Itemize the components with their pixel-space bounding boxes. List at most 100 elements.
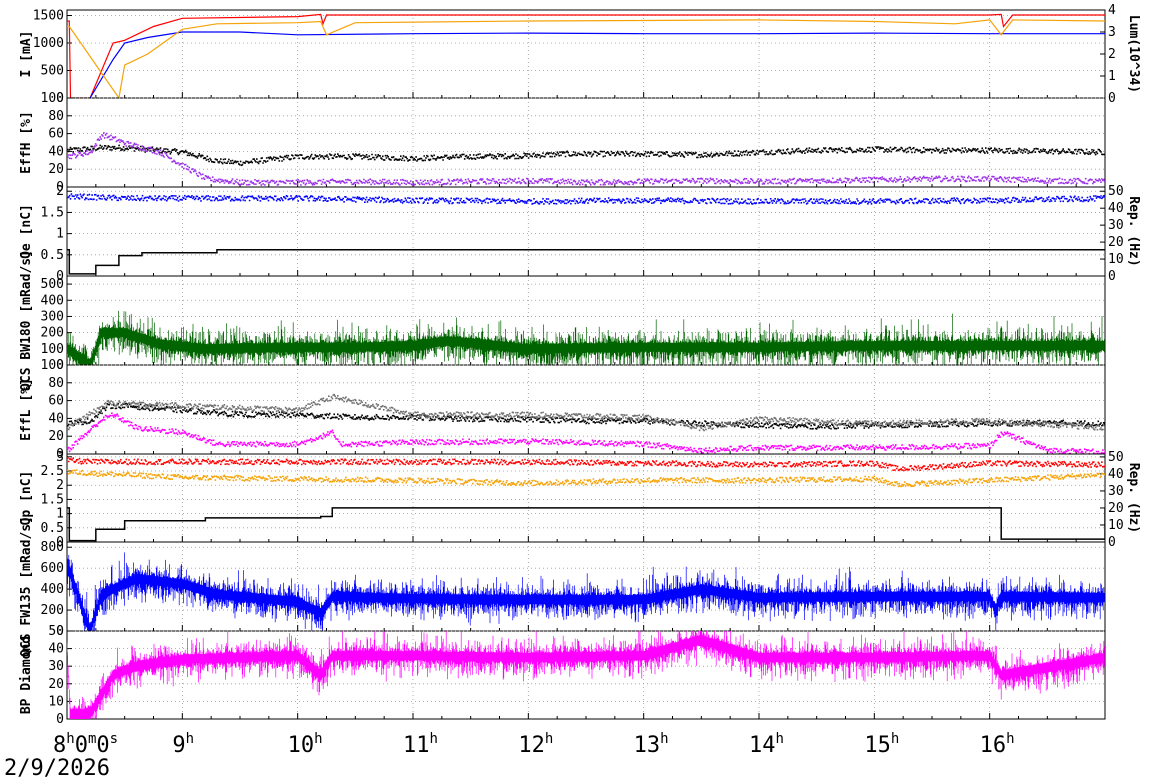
y-tick-label: 0: [56, 358, 64, 373]
plot-frame: [66, 364, 1106, 455]
y2-tick-label: 40: [1108, 467, 1124, 482]
y-tick-label: 1.5: [41, 205, 64, 220]
y-tick-label: 50: [48, 624, 64, 639]
series-group: [67, 132, 1105, 186]
y-tick-label: 1.5: [41, 492, 64, 507]
date-label: 2/9/2026: [4, 756, 110, 781]
y2-tick-label: 20: [1108, 501, 1124, 516]
x-tick-label: 16h: [980, 731, 1015, 758]
x-tick-label: 10h: [288, 731, 323, 758]
series-0-spikes: [67, 552, 1105, 631]
series-2-step: [67, 507, 1105, 542]
y-tick-label: 1500: [33, 9, 64, 24]
y-tick-label: 2: [56, 184, 64, 199]
plot-frame: [66, 630, 1106, 720]
y2-tick-label: 10: [1108, 252, 1124, 267]
y2-tick-label: 4: [1108, 3, 1116, 18]
panel-1: 0 20 40 60 80 100 EffH [%]: [19, 91, 1106, 195]
y-axis-label: BP Diamond: [19, 636, 34, 714]
x-tick-label: 13h: [634, 731, 669, 758]
y2-axis-label: Lum(10^34): [1126, 15, 1141, 93]
plot-frame: [66, 9, 1106, 99]
y2-tick-label: 10: [1108, 518, 1124, 533]
x-tick-label: 8h0m0s: [53, 731, 118, 758]
y-tick-label: 1000: [33, 36, 64, 51]
plot-frame: [66, 97, 1106, 188]
x-tick-label: 14h: [749, 731, 784, 758]
y2-tick-label: 20: [1108, 235, 1124, 250]
y-tick-label: 60: [48, 127, 64, 142]
y2-tick-label: 2: [1108, 47, 1116, 62]
y-axis-label: I [mA]: [19, 31, 34, 78]
y2-tick-label: 3: [1108, 25, 1116, 40]
y-tick-label: 80: [48, 109, 64, 124]
y-axis-label: EffH [%]: [19, 111, 34, 174]
y-tick-label: 20: [48, 429, 64, 444]
y-tick-label: 3: [56, 450, 64, 465]
y-tick-label: 200: [41, 326, 64, 341]
y-tick-label: 40: [48, 144, 64, 159]
series-0-points: [67, 402, 1105, 430]
y-tick-label: 0: [56, 712, 64, 727]
y-tick-label: 0: [56, 624, 64, 639]
y2-tick-label: 30: [1108, 484, 1124, 499]
panel-0: 0 500 1000 1500 0 1 2 3 4 Lum(10^34) I [mA]: [19, 3, 1141, 106]
y-tick-label: 600: [41, 561, 64, 576]
series-0-points: [67, 457, 1105, 472]
series-1-points: [67, 393, 1105, 432]
plot-frame: [66, 453, 1106, 543]
series-1-line: [89, 31, 1105, 98]
plot-frame: [66, 541, 1106, 632]
y-tick-label: 60: [48, 394, 64, 409]
series-0-spikes: [67, 310, 1105, 365]
y-tick-label: 2.5: [41, 464, 64, 479]
y2-axis-label: Rep. (Hz): [1126, 463, 1141, 533]
series-2-line: [67, 19, 1105, 98]
x-tick-label: 9h: [172, 731, 194, 758]
series-1-step: [67, 248, 1105, 275]
y-tick-label: 0.5: [41, 248, 64, 263]
y2-tick-label: 50: [1108, 450, 1124, 465]
series-1-points: [67, 469, 1105, 488]
y-tick-label: 400: [41, 293, 64, 308]
x-tick-label: 15h: [864, 731, 899, 758]
y-tick-label: 40: [48, 642, 64, 657]
series-0-points: [67, 144, 1105, 167]
series-group: [67, 631, 1105, 719]
y-tick-label: 100: [41, 91, 64, 106]
y-tick-label: 200: [41, 603, 64, 618]
y-tick-label: 300: [41, 309, 64, 324]
y2-tick-label: 30: [1108, 218, 1124, 233]
y-tick-label: 0: [56, 447, 64, 462]
series-0-points: [67, 193, 1105, 205]
y-axis-label: Qe [nC]: [19, 204, 34, 259]
y-tick-label: 0.5: [41, 521, 64, 536]
y-tick-label: 1: [56, 507, 64, 522]
y-tick-label: 2: [56, 478, 64, 493]
x-tick-label: 11h: [403, 731, 438, 758]
y2-tick-label: 40: [1108, 201, 1124, 216]
y-tick-label: 80: [48, 376, 64, 391]
y-tick-label: 500: [41, 277, 64, 292]
panel-4: 0 20 40 60 80 100 EffL [%]: [19, 358, 1106, 462]
y-tick-label: 20: [48, 677, 64, 692]
series-group: [67, 393, 1105, 454]
series-group: [67, 193, 1105, 275]
y-tick-label: 0: [56, 91, 64, 106]
y2-tick-label: 0: [1108, 535, 1116, 550]
y-tick-label: 100: [41, 358, 64, 373]
series-0-spikes: [67, 631, 1105, 719]
y2-tick-label: 1: [1108, 69, 1116, 84]
series-0-line: [67, 13, 1105, 98]
series-group: [67, 552, 1105, 631]
y-axis-label: Qp [nC]: [19, 471, 34, 526]
y-tick-label: 10: [48, 694, 64, 709]
x-tick-label: 12h: [518, 731, 553, 758]
y2-tick-label: 50: [1108, 184, 1124, 199]
y-tick-label: 20: [48, 162, 64, 177]
y-axis-label: QCS FW135 [mRad/s]: [19, 516, 34, 657]
